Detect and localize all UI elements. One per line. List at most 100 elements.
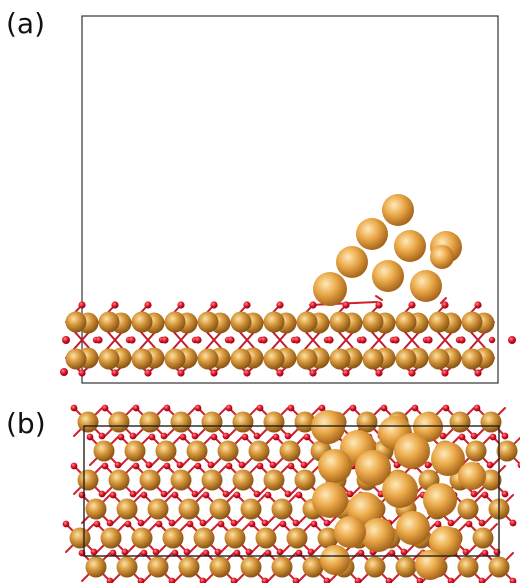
copper-atom <box>147 498 169 520</box>
oxygen-atom <box>284 490 292 498</box>
oxygen-atom <box>272 433 280 441</box>
copper-atom <box>93 440 115 462</box>
oxygen-atom <box>210 369 218 377</box>
copper-atom <box>178 498 200 520</box>
oxygen-atom <box>202 549 210 557</box>
copper-atom <box>164 348 186 370</box>
oxygen-atom <box>392 336 400 344</box>
oxygen-atom <box>101 462 109 470</box>
oxygen-atom <box>458 336 466 344</box>
copper-atom <box>356 218 388 250</box>
oxygen-atom <box>145 461 153 469</box>
copper-atom <box>201 411 223 433</box>
oxygen-atom <box>441 369 449 377</box>
copper-atom <box>364 556 386 578</box>
copper-atom <box>69 527 91 549</box>
oxygen-atom <box>470 432 478 440</box>
copper-atom <box>336 246 368 278</box>
oxygen-atom <box>128 336 136 344</box>
oxygen-atom <box>481 549 489 557</box>
oxygen-atom <box>78 301 86 309</box>
oxygen-atom <box>276 369 284 377</box>
copper-atom <box>431 442 465 476</box>
copper-atom <box>318 449 352 483</box>
panel-b-atoms <box>62 404 520 583</box>
oxygen-atom <box>132 462 140 470</box>
oxygen-atom <box>111 301 119 309</box>
copper-atom <box>496 440 518 462</box>
oxygen-atom <box>501 490 509 498</box>
oxygen-atom <box>124 520 132 528</box>
oxygen-atom <box>109 549 117 557</box>
oxygen-atom <box>70 462 78 470</box>
oxygen-atom <box>276 548 284 556</box>
oxygen-atom <box>155 520 163 528</box>
oxygen-atom <box>177 369 185 377</box>
oxygen-atom <box>473 404 481 412</box>
oxygen-atom <box>253 432 261 440</box>
oxygen-atom <box>388 549 396 557</box>
copper-atom <box>77 411 99 433</box>
copper-atom <box>263 311 285 333</box>
copper-atom <box>355 450 391 486</box>
oxygen-atom <box>230 519 238 527</box>
oxygen-atom <box>269 461 277 469</box>
oxygen-atom <box>93 520 101 528</box>
oxygen-atom <box>171 549 179 557</box>
copper-atom <box>488 556 510 578</box>
copper-atom <box>286 527 308 549</box>
copper-atom <box>329 311 351 333</box>
oxygen-atom <box>292 577 300 583</box>
copper-atom <box>428 348 450 370</box>
copper-atom <box>312 482 348 518</box>
oxygen-atom <box>225 462 233 470</box>
copper-atom <box>230 348 252 370</box>
copper-atom <box>362 311 384 333</box>
oxygen-atom <box>202 491 210 499</box>
oxygen-atom <box>137 519 145 527</box>
oxygen-atom <box>243 369 251 377</box>
oxygen-atom <box>264 491 272 499</box>
oxygen-atom <box>293 336 301 344</box>
bond <box>440 297 447 304</box>
cell-boundary-b <box>83 425 500 557</box>
copper-atom <box>302 556 324 578</box>
oxygen-atom <box>408 301 416 309</box>
copper-atom <box>124 440 146 462</box>
oxygen-atom <box>307 548 315 556</box>
oxygen-atom <box>284 432 292 440</box>
oxygen-atom <box>179 433 187 441</box>
copper-atom <box>458 462 486 490</box>
oxygen-atom <box>243 301 251 309</box>
copper-atom <box>395 348 417 370</box>
cell-boundary-a <box>81 15 499 384</box>
oxygen-atom <box>349 404 357 412</box>
oxygen-atom <box>375 301 383 309</box>
copper-atom <box>155 440 177 462</box>
copper-atom <box>394 230 426 262</box>
oxygen-atom <box>309 369 317 377</box>
oxygen-atom <box>474 301 482 309</box>
copper-atom <box>85 556 107 578</box>
copper-atom <box>131 311 153 333</box>
copper-atom <box>356 411 378 433</box>
panel-label-a: (a) <box>6 7 46 40</box>
copper-atom <box>313 272 347 306</box>
copper-atom <box>294 411 316 433</box>
oxygen-atom <box>261 577 269 583</box>
oxygen-atom <box>458 433 466 441</box>
copper-atom <box>201 469 223 491</box>
copper-atom <box>428 311 450 333</box>
oxygen-atom <box>470 490 478 498</box>
oxygen-atom <box>323 577 331 583</box>
oxygen-atom <box>442 404 450 412</box>
oxygen-atom <box>207 461 215 469</box>
oxygen-atom <box>161 336 169 344</box>
bond <box>375 295 383 301</box>
copper-atom <box>209 498 231 520</box>
oxygen-atom <box>191 432 199 440</box>
copper-atom <box>395 311 417 333</box>
oxygen-atom <box>318 404 326 412</box>
copper-atom <box>263 348 285 370</box>
oxygen-atom <box>303 433 311 441</box>
